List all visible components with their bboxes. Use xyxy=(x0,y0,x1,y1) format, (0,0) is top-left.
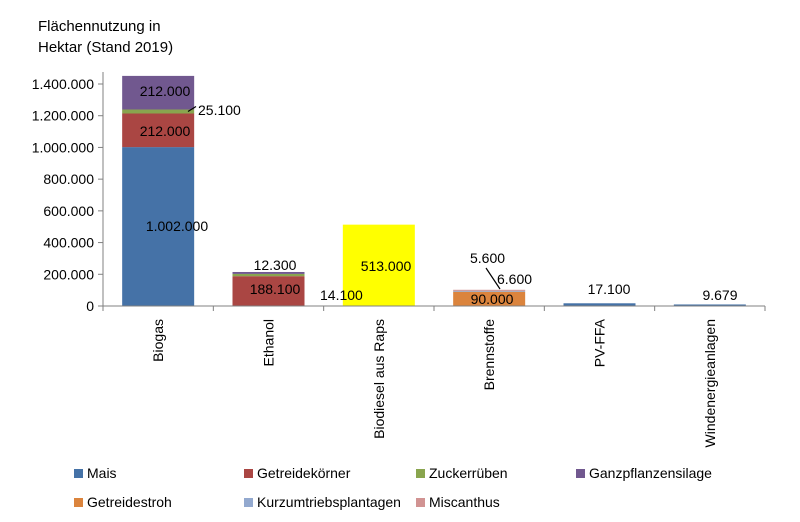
legend: Mais Getreidekörner Zuckerrüben Ganzpflanze… xyxy=(74,465,712,510)
label-brennstoffe-getreidestroh: 90.000 xyxy=(471,291,514,307)
category-label-biodiesel-aus-raps: Biodiesel aus Raps xyxy=(371,319,387,439)
category-label-windenergieanlagen: Windenergieanlagen xyxy=(702,319,718,447)
bar-ethanol-getreidek-rner xyxy=(232,276,305,306)
bar-windenergieanlagen-mais xyxy=(673,304,746,306)
legend-swatch-ganzpflanzensilage xyxy=(576,469,585,478)
legend-swatch-getreidek-rner xyxy=(244,469,253,478)
bar-brennstoffe-miscanthus xyxy=(453,289,526,291)
label-biogas-ganzpflanzensilage: 212.000 xyxy=(140,83,191,99)
category-label-pv-ffa: PV-FFA xyxy=(592,318,608,367)
y-tick-label: 1.400.000 xyxy=(32,76,94,92)
chart-title-line-1: Flächennutzung in xyxy=(38,18,161,35)
legend-label-mais: Mais xyxy=(87,465,117,481)
bars xyxy=(122,75,746,306)
label-brennstoffe-miscanthus: 5.600 xyxy=(470,250,505,266)
data-labels: 1.002.000 212.000 212.000 25.100 188.100 12.3… xyxy=(140,83,738,307)
bar-ethanol-zuckerr-ben xyxy=(232,273,305,277)
label-ethanol-getreidekoerner: 188.100 xyxy=(250,281,301,297)
label-wind-mais: 9.679 xyxy=(702,287,737,303)
chart-title-line-2: Hektar (Stand 2019) xyxy=(38,39,173,56)
label-ethanol-zuckerrueben: 14.100 xyxy=(320,287,363,303)
y-tick-label: 400.000 xyxy=(43,235,94,251)
bar-biogas-ganzpflanzensilage xyxy=(122,75,195,110)
label-biogas-zuckerrueben: 25.100 xyxy=(198,102,241,118)
chart-title: Flächennutzung in Hektar (Stand 2019) xyxy=(38,18,173,56)
label-biodiesel: 513.000 xyxy=(361,258,412,274)
legend-swatch-miscanthus xyxy=(416,498,425,507)
label-ethanol-ganzpflanzensilage: 12.300 xyxy=(254,257,297,273)
bar-ethanol-ganzpflanzensilage xyxy=(232,271,305,274)
legend-swatch-zuckerr-ben xyxy=(416,469,425,478)
y-tick-label: 0 xyxy=(86,298,94,314)
y-axis: 0 200.000 400.000 600.000 800.000 1.000.000 1.… xyxy=(32,72,104,314)
leader-line-brennstoffe xyxy=(485,267,501,290)
y-tick-label: 800.000 xyxy=(43,171,94,187)
y-tick-label: 200.000 xyxy=(43,266,94,282)
bar-biodiesel-aus-raps xyxy=(342,224,415,306)
y-tick-label: 600.000 xyxy=(43,203,94,219)
bar-pv-ffa-mais xyxy=(563,303,636,306)
legend-label-getreidestroh: Getreidestroh xyxy=(87,494,172,510)
category-label-ethanol: Ethanol xyxy=(261,319,277,366)
label-brennstoffe-kurzumtrieb: 6.600 xyxy=(497,271,532,287)
label-pvffa-mais: 17.100 xyxy=(588,281,631,297)
legend-swatch-getreidestroh xyxy=(74,498,83,507)
bar-brennstoffe-kurzumtriebsplantagen xyxy=(453,290,526,292)
category-label-biogas: Biogas xyxy=(150,319,166,362)
legend-swatch-mais xyxy=(74,469,83,478)
legend-swatch-kurzumtriebsplantagen xyxy=(244,498,253,507)
y-tick-label: 1.200.000 xyxy=(32,108,94,124)
leader-line-biogas-zuckerrueben xyxy=(187,106,197,113)
legend-label-kurzumtriebsplantagen: Kurzumtriebsplantagen xyxy=(257,494,401,510)
category-label-brennstoffe: Brennstoffe xyxy=(481,319,497,391)
bar-biogas-mais xyxy=(122,147,195,306)
bar-brennstoffe-getreidestroh xyxy=(453,291,526,306)
bar-biogas-zuckerr-ben xyxy=(122,109,195,114)
y-tick-label: 1.000.000 xyxy=(32,139,94,155)
label-biogas-getreidekoerner: 212.000 xyxy=(140,123,191,139)
x-axis: Biogas Ethanol Biodiesel aus Raps Brennstof… xyxy=(102,305,766,447)
legend-label-ganzpflanzensilage: Ganzpflanzensilage xyxy=(589,465,712,481)
bar-biogas-getreidek-rner xyxy=(122,113,195,148)
label-biogas-mais: 1.002.000 xyxy=(146,218,208,234)
legend-label-getreidek-rner: Getreidekörner xyxy=(257,465,351,481)
legend-label-zuckerr-ben: Zuckerrüben xyxy=(429,465,508,481)
legend-label-miscanthus: Miscanthus xyxy=(429,494,500,510)
